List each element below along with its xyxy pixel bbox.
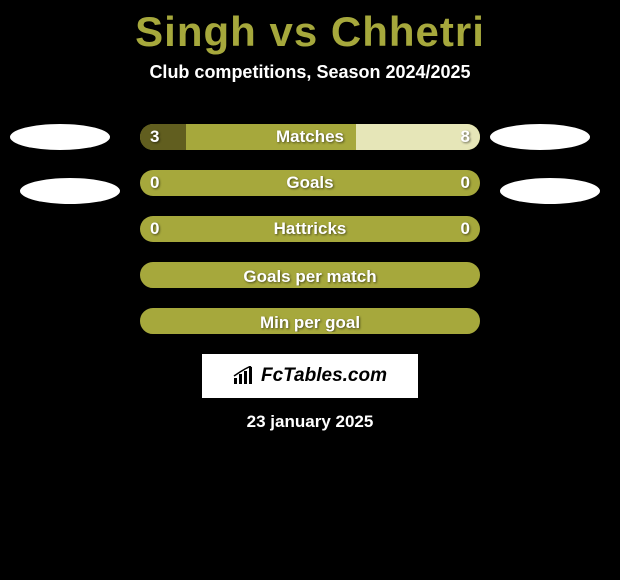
page-title: Singh vs Chhetri: [0, 0, 620, 56]
stat-value-right: 0: [461, 170, 470, 196]
date-text: 23 january 2025: [0, 412, 620, 432]
stat-row: Hattricks0 0: [140, 216, 480, 242]
stat-value-left: 0: [150, 170, 159, 196]
chart-icon: [233, 366, 255, 386]
stat-value-right: 0: [461, 216, 470, 242]
vs-text: vs: [269, 8, 318, 55]
stat-value-left: 0: [150, 216, 159, 242]
stat-row: Matches3 8: [140, 124, 480, 150]
comparison-rows: Matches38Goals00Hattricks00Goals per mat…: [0, 124, 620, 354]
player2-name: Chhetri: [331, 8, 485, 55]
avatar: [500, 178, 600, 204]
avatar: [490, 124, 590, 150]
avatar: [10, 124, 110, 150]
brand-badge: FcTables.com: [202, 354, 418, 398]
brand-text: FcTables.com: [261, 365, 387, 387]
stat-label: Goals per match: [142, 264, 478, 288]
stat-row: Goals per match: [140, 262, 480, 288]
stat-label: Hattricks: [140, 216, 480, 242]
stat-row: Min per goal: [140, 308, 480, 334]
stat-label: Min per goal: [142, 310, 478, 334]
stat-value-right: 8: [461, 124, 470, 150]
stat-label: Goals: [140, 170, 480, 196]
avatar: [20, 178, 120, 204]
subtitle: Club competitions, Season 2024/2025: [0, 62, 620, 83]
stat-row: Goals0 0: [140, 170, 480, 196]
stat-label: Matches: [140, 124, 480, 150]
player1-name: Singh: [135, 8, 257, 55]
stat-value-left: 3: [150, 124, 159, 150]
